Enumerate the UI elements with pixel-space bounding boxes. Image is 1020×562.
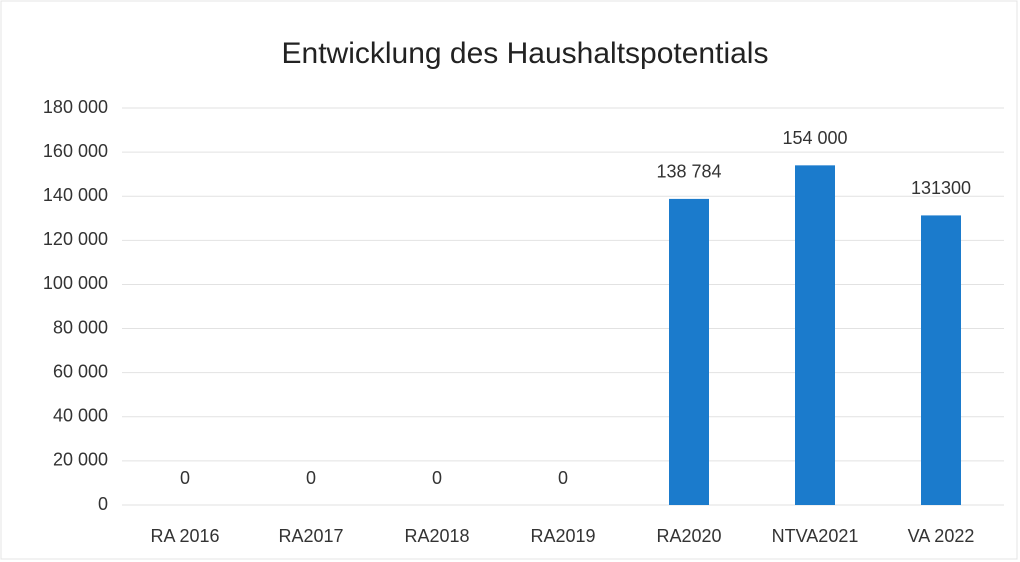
y-tick-label: 20 000 — [53, 450, 108, 470]
y-tick-label: 0 — [98, 494, 108, 514]
chart-title: Entwicklung des Haushaltspotentials — [282, 37, 769, 70]
y-tick-label: 80 000 — [53, 317, 108, 337]
bar — [921, 215, 961, 505]
x-tick-label: VA 2022 — [908, 526, 975, 546]
x-tick-label: RA 2016 — [150, 526, 219, 546]
bar — [669, 198, 709, 505]
x-tick-label: NTVA2021 — [772, 526, 859, 546]
x-tick-label: RA2019 — [530, 526, 595, 546]
y-tick-label: 100 000 — [43, 273, 108, 293]
y-tick-label: 60 000 — [53, 361, 108, 381]
y-tick-label: 160 000 — [43, 141, 108, 161]
x-tick-label: RA2018 — [404, 526, 469, 546]
data-label: 0 — [558, 468, 568, 488]
data-label: 0 — [432, 468, 442, 488]
data-label: 0 — [180, 468, 190, 488]
x-tick-label: RA2020 — [656, 526, 721, 546]
data-label: 0 — [306, 468, 316, 488]
y-tick-label: 120 000 — [43, 229, 108, 249]
x-tick-label: RA2017 — [278, 526, 343, 546]
bar — [795, 165, 835, 505]
y-tick-label: 40 000 — [53, 406, 108, 426]
data-label: 138 784 — [656, 162, 721, 182]
y-tick-label: 140 000 — [43, 185, 108, 205]
y-tick-label: 180 000 — [43, 97, 108, 117]
data-label: 154 000 — [782, 128, 847, 148]
data-label: 131300 — [911, 178, 971, 198]
